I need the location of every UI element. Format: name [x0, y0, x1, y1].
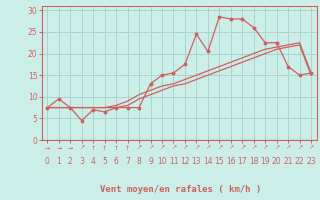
Text: Vent moyen/en rafales ( km/h ): Vent moyen/en rafales ( km/h ) [100, 185, 261, 194]
Text: ↑: ↑ [114, 146, 119, 150]
Text: ↗: ↗ [263, 146, 268, 150]
Text: ↗: ↗ [205, 146, 211, 150]
Text: 22: 22 [295, 157, 304, 166]
Text: ↑: ↑ [91, 146, 96, 150]
Text: 10: 10 [157, 157, 167, 166]
Text: 19: 19 [260, 157, 270, 166]
Text: ↑: ↑ [102, 146, 107, 150]
Text: 11: 11 [169, 157, 178, 166]
Text: 20: 20 [272, 157, 282, 166]
Text: 8: 8 [137, 157, 141, 166]
Text: ↗: ↗ [274, 146, 279, 150]
Text: 13: 13 [192, 157, 201, 166]
Text: 14: 14 [203, 157, 213, 166]
Text: ↗: ↗ [251, 146, 256, 150]
Text: 7: 7 [125, 157, 130, 166]
Text: ↗: ↗ [228, 146, 233, 150]
Text: ↗: ↗ [297, 146, 302, 150]
Text: ↑: ↑ [125, 146, 130, 150]
Text: 9: 9 [148, 157, 153, 166]
Text: 1: 1 [56, 157, 61, 166]
Text: ↗: ↗ [182, 146, 188, 150]
Text: 4: 4 [91, 157, 96, 166]
Text: ↗: ↗ [285, 146, 291, 150]
Text: ↗: ↗ [171, 146, 176, 150]
Text: 0: 0 [45, 157, 50, 166]
Text: ↗: ↗ [136, 146, 142, 150]
Text: ↗: ↗ [194, 146, 199, 150]
Text: 21: 21 [284, 157, 293, 166]
Text: ↗: ↗ [308, 146, 314, 150]
Text: ↗: ↗ [159, 146, 164, 150]
Text: ↗: ↗ [217, 146, 222, 150]
Text: →: → [56, 146, 61, 150]
Text: ↗: ↗ [79, 146, 84, 150]
Text: 16: 16 [226, 157, 236, 166]
Text: 6: 6 [114, 157, 119, 166]
Text: 17: 17 [237, 157, 247, 166]
Text: 23: 23 [306, 157, 316, 166]
Text: ↗: ↗ [148, 146, 153, 150]
Text: 12: 12 [180, 157, 190, 166]
Text: →: → [45, 146, 50, 150]
Text: ↗: ↗ [240, 146, 245, 150]
Text: 2: 2 [68, 157, 73, 166]
Text: 5: 5 [102, 157, 107, 166]
Text: 15: 15 [214, 157, 224, 166]
Text: 3: 3 [79, 157, 84, 166]
Text: →: → [68, 146, 73, 150]
Text: 18: 18 [249, 157, 259, 166]
